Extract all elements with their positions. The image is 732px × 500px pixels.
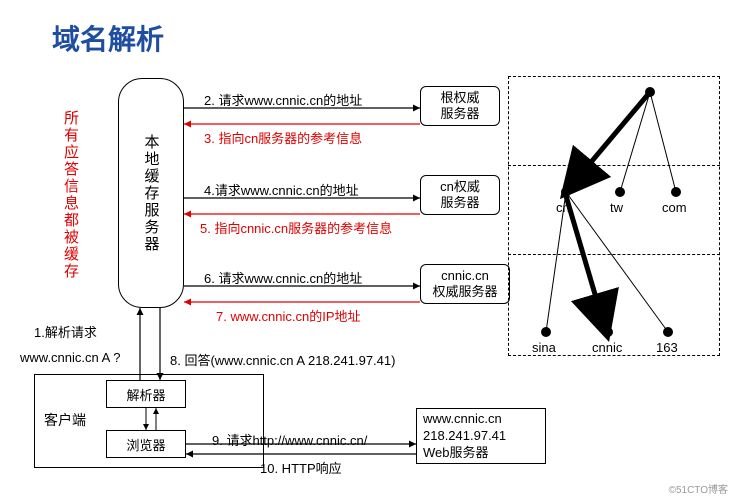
msg-10: 10. HTTP响应	[260, 458, 342, 477]
cn-server-label: cn权威 服务器	[440, 179, 480, 210]
local-cache-server-label: 本地缓存服务器	[141, 134, 162, 253]
tree-node-tw	[615, 187, 625, 197]
web-server-box: www.cnnic.cn 218.241.97.41 Web服务器	[416, 408, 546, 464]
msg-5: 5. 指向cnnic.cn服务器的参考信息	[200, 218, 392, 237]
msg-6: 6. 请求www.cnnic.cn的地址	[204, 268, 362, 287]
resolver-label: 解析器	[126, 385, 165, 404]
client-label: 客户端	[44, 410, 86, 430]
tree-lbl-cn: cn	[556, 200, 570, 215]
resolver-box: 解析器	[106, 380, 186, 408]
cn-server-box: cn权威 服务器	[420, 175, 500, 215]
tree-sep-1	[508, 165, 720, 166]
tree-lbl-163: 163	[656, 340, 678, 355]
msg-1b: www.cnnic.cn A ?	[20, 350, 120, 365]
tree-node-cn	[561, 187, 571, 197]
web-server-line2: 218.241.97.41	[423, 428, 539, 445]
tree-lbl-cnnic: cnnic	[592, 340, 622, 355]
tree-node-163	[663, 327, 673, 337]
tree-node-sina	[541, 327, 551, 337]
web-server-line3: Web服务器	[423, 445, 539, 462]
tree-lbl-sina: sina	[532, 340, 556, 355]
msg-4: 4.请求www.cnnic.cn的地址	[204, 180, 359, 199]
msg-1: 1.解析请求	[34, 322, 97, 341]
msg-2: 2. 请求www.cnnic.cn的地址	[204, 90, 362, 109]
dns-tree-area	[508, 76, 720, 356]
browser-label: 浏览器	[126, 435, 165, 454]
cnnic-server-box: cnnic.cn 权威服务器	[420, 264, 510, 304]
web-server-line1: www.cnnic.cn	[423, 411, 539, 428]
msg-7: 7. www.cnnic.cn的IP地址	[216, 306, 361, 325]
page-title: 域名解析	[52, 18, 164, 58]
tree-node-cnnic	[603, 327, 613, 337]
watermark: ©51CTO博客	[669, 481, 728, 496]
cnnic-server-label: cnnic.cn 权威服务器	[432, 268, 497, 299]
msg-8: 8. 回答(www.cnnic.cn A 218.241.97.41)	[170, 350, 395, 369]
local-cache-server: 本地缓存服务器	[118, 78, 184, 308]
browser-box: 浏览器	[106, 430, 186, 458]
root-server-box: 根权威 服务器	[420, 86, 500, 126]
msg-3: 3. 指向cn服务器的参考信息	[204, 128, 362, 147]
tree-node-com	[671, 187, 681, 197]
root-server-label: 根权威 服务器	[440, 90, 479, 121]
tree-lbl-tw: tw	[610, 200, 623, 215]
side-note-cached: 所有应答信息都被缓存	[60, 110, 81, 280]
tree-lbl-com: com	[662, 200, 687, 215]
msg-9: 9. 请求http://www.cnnic.cn/	[212, 430, 367, 449]
tree-node-root	[645, 87, 655, 97]
tree-sep-2	[508, 254, 720, 255]
